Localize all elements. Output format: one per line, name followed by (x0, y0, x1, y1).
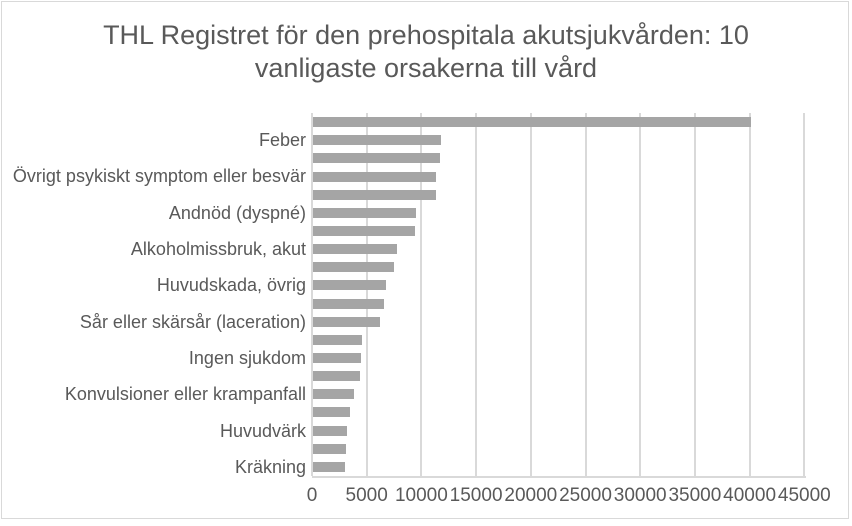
bar (313, 461, 345, 472)
gridline-40000 (748, 113, 751, 476)
bar (313, 443, 346, 454)
gridline-35000 (693, 113, 696, 476)
category-label: Huvudvärk (219, 420, 306, 441)
chart-title: THL Registret för den prehospitala akuts… (0, 19, 852, 85)
bar (313, 353, 361, 364)
bar (313, 334, 362, 345)
gridline-15000 (475, 113, 478, 476)
x-tick-label: 15000 (449, 485, 503, 506)
bar (313, 244, 397, 255)
bar (313, 389, 355, 400)
gridline-10000 (420, 113, 423, 476)
category-label: Sår eller skärsår (laceration) (79, 311, 306, 332)
category-label: Huvudskada, övrig (156, 275, 306, 296)
gridline-0 (311, 113, 313, 476)
bar (313, 262, 394, 273)
bar (313, 225, 416, 236)
bar (313, 135, 441, 146)
bar (313, 153, 440, 164)
x-tick-label: 30000 (613, 485, 667, 506)
x-tick-label: 45000 (777, 485, 831, 506)
category-label: Feber (258, 130, 306, 151)
bar (313, 316, 381, 327)
gridline-25000 (584, 113, 587, 476)
x-tick-label: 40000 (723, 485, 777, 506)
x-axis-line (312, 476, 806, 478)
chart-title-line-1: THL Registret för den prehospitala akuts… (103, 20, 749, 50)
x-tick-label: 35000 (668, 485, 722, 506)
bar (313, 117, 751, 128)
gridline-45000 (803, 113, 806, 476)
bar (313, 280, 386, 291)
gridline-5000 (365, 113, 368, 476)
bar (313, 425, 348, 436)
bar (313, 189, 436, 200)
bar (313, 207, 417, 218)
x-tick-label: 20000 (504, 485, 558, 506)
bar (313, 407, 350, 418)
category-label: Kräkning (234, 456, 306, 477)
category-label: Övrigt psykiskt symptom eller besvär (12, 166, 306, 187)
bar (313, 371, 360, 382)
bar (313, 298, 385, 309)
chart-title-line-2: vanligaste orsakerna till vård (254, 53, 598, 83)
gridline-30000 (639, 113, 642, 476)
category-label: Alkoholmissbruk, akut (130, 239, 306, 260)
category-label: Konvulsioner eller krampanfall (64, 384, 306, 405)
x-tick-label: 10000 (394, 485, 448, 506)
category-label: Ingen sjukdom (188, 347, 306, 368)
category-label: Andnöd (dyspné) (168, 202, 306, 223)
x-tick-label: 25000 (559, 485, 612, 506)
x-tick-label: 0 (306, 485, 318, 506)
x-tick-label: 5000 (345, 485, 388, 506)
gridline-20000 (529, 113, 532, 476)
bar (313, 171, 436, 182)
